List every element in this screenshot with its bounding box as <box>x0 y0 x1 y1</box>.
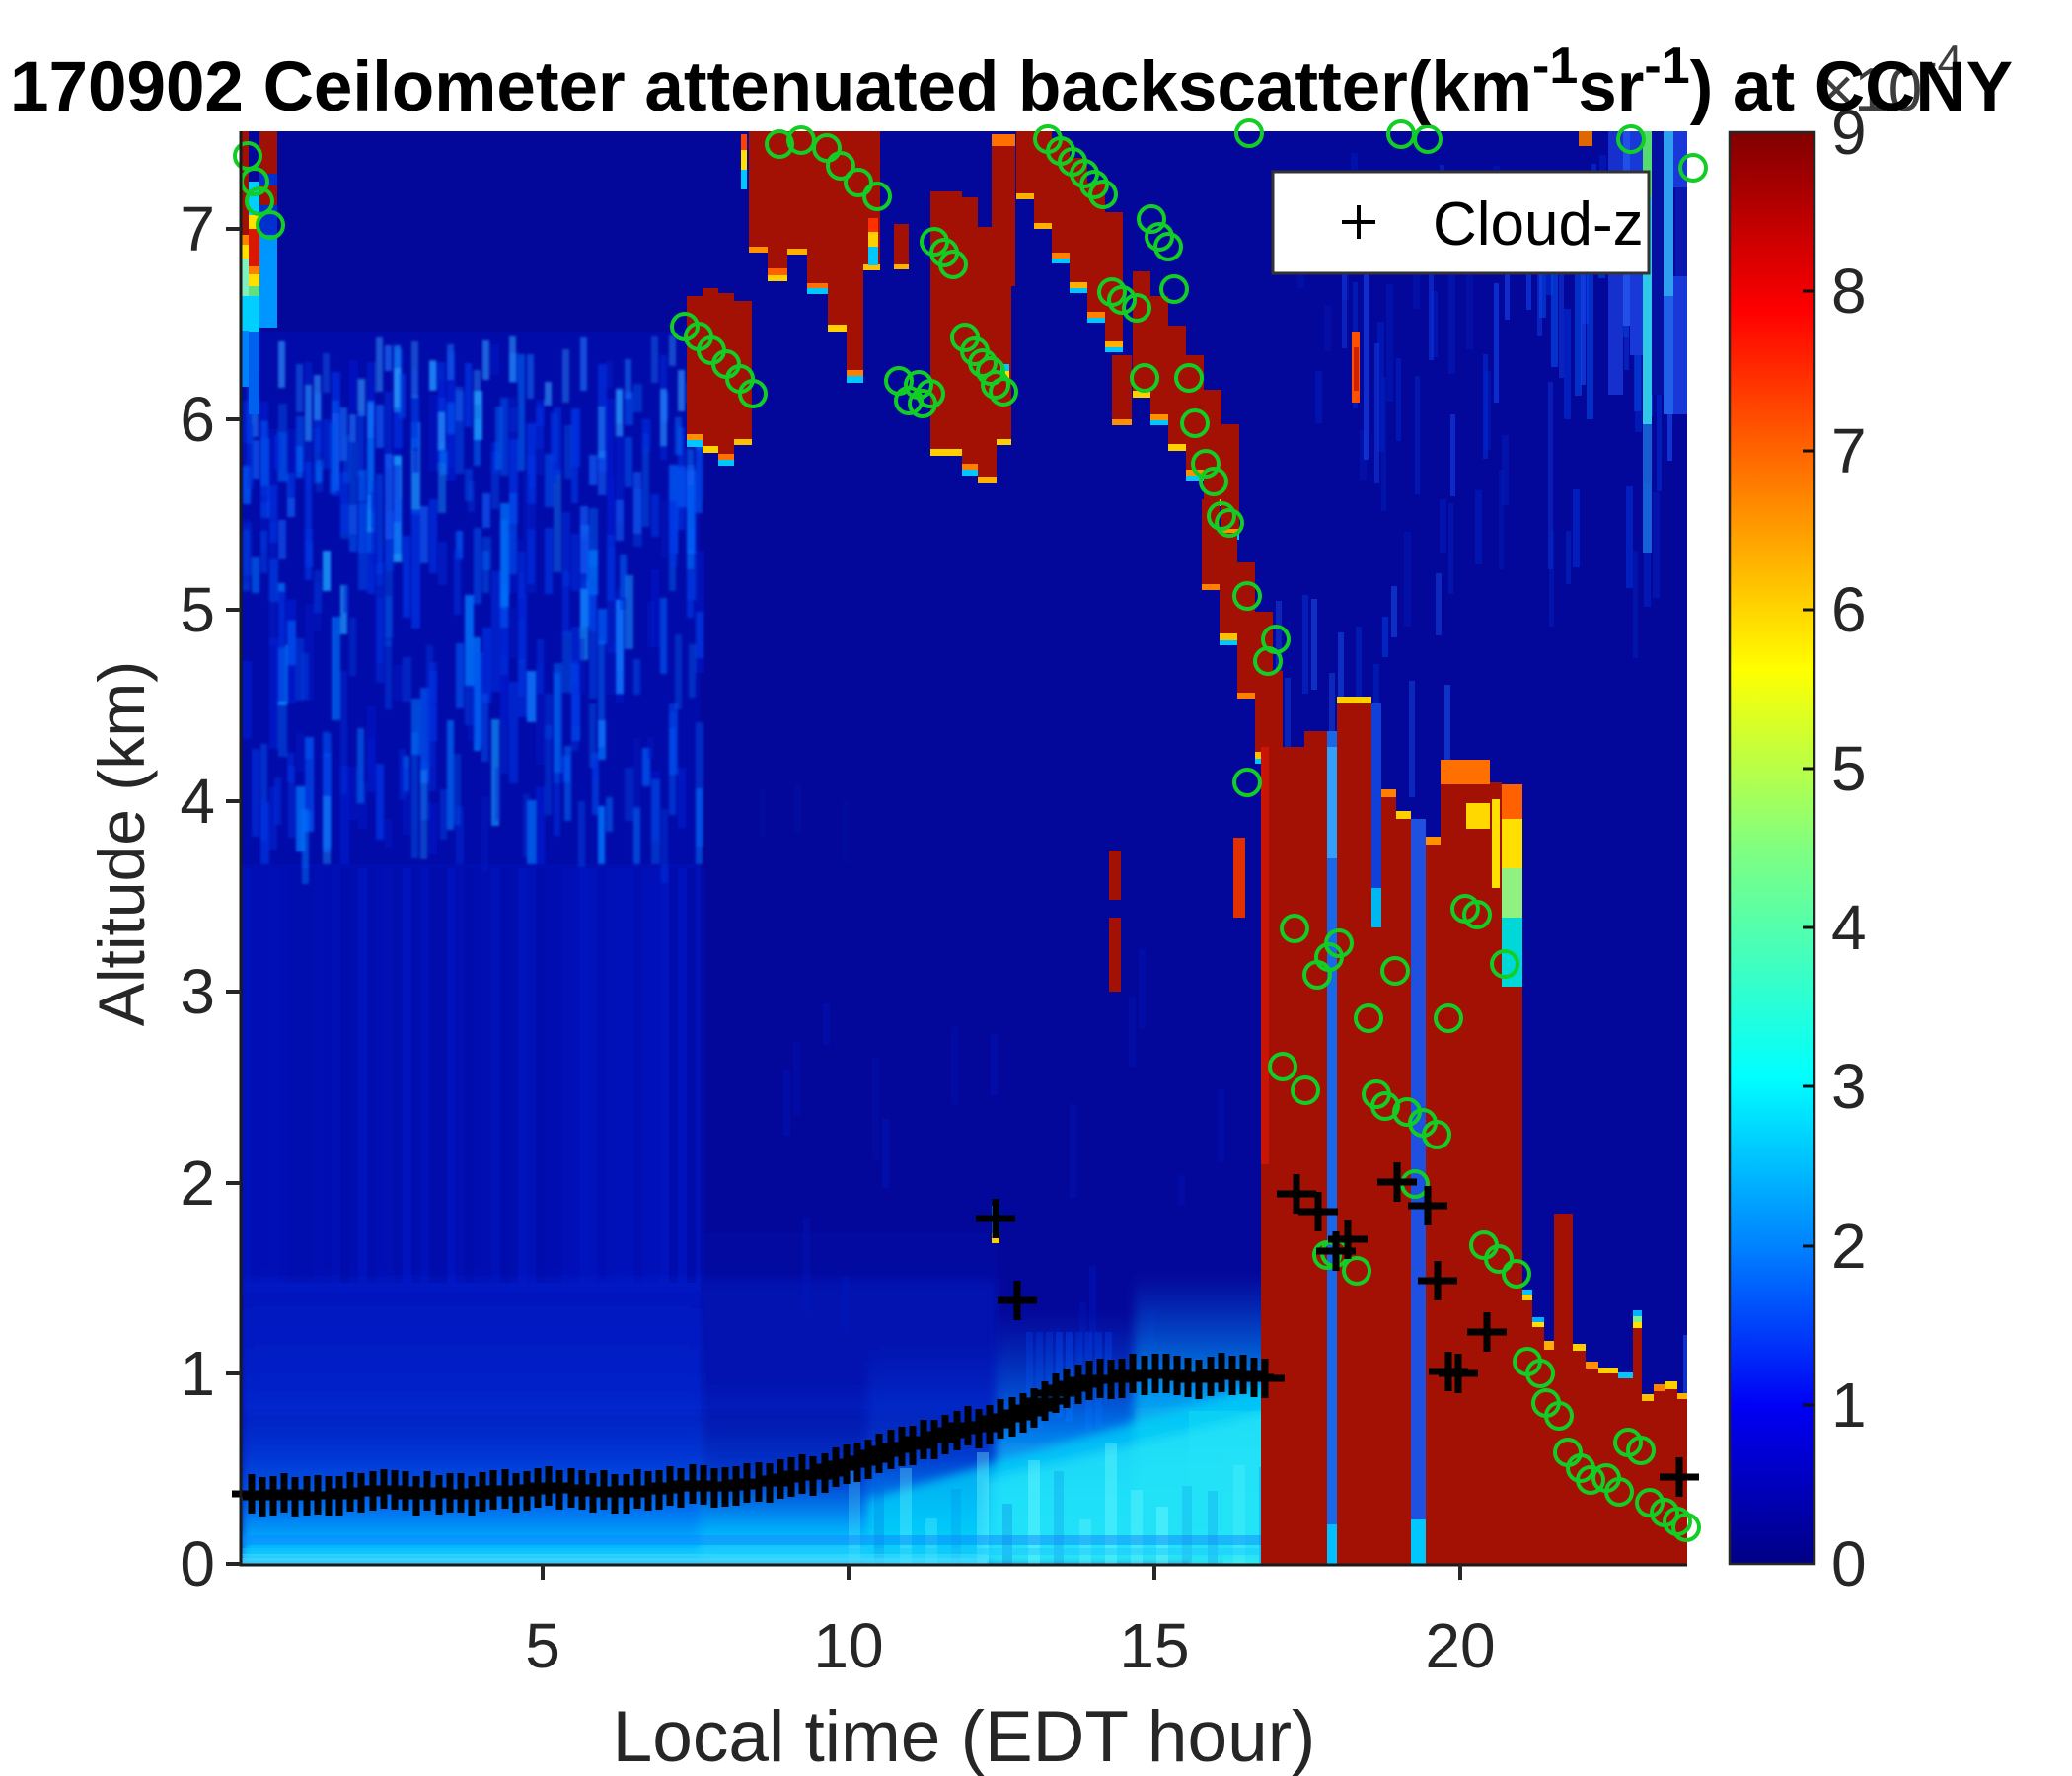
svg-text:3: 3 <box>1831 1051 1867 1122</box>
svg-text:7: 7 <box>180 193 215 264</box>
svg-text:1: 1 <box>1831 1369 1867 1441</box>
svg-text:5: 5 <box>1831 733 1867 804</box>
svg-text:170902 Ceilometer attenuated b: 170902 Ceilometer attenuated backscatter… <box>10 37 2013 126</box>
svg-text:20: 20 <box>1425 1610 1495 1681</box>
svg-text:Cloud-z: Cloud-z <box>1433 190 1644 259</box>
svg-text:2: 2 <box>1831 1211 1867 1282</box>
svg-text:4: 4 <box>180 766 215 837</box>
svg-text:5: 5 <box>525 1610 560 1681</box>
svg-text:7: 7 <box>1831 415 1867 486</box>
svg-text:0: 0 <box>1831 1528 1867 1599</box>
svg-text:10: 10 <box>813 1610 883 1681</box>
svg-text:3: 3 <box>180 956 215 1027</box>
svg-text:9: 9 <box>1831 97 1867 168</box>
svg-text:2: 2 <box>180 1147 215 1219</box>
svg-text:15: 15 <box>1119 1610 1189 1681</box>
svg-text:6: 6 <box>180 384 215 455</box>
svg-text:6: 6 <box>1831 574 1867 645</box>
svg-text:Local time (EDT hour): Local time (EDT hour) <box>613 1697 1316 1776</box>
svg-text:8: 8 <box>1831 256 1867 327</box>
svg-text:1: 1 <box>180 1338 215 1409</box>
svg-text:4: 4 <box>1831 892 1867 963</box>
svg-text:0: 0 <box>180 1528 215 1599</box>
svg-text:Altitude (km): Altitude (km) <box>85 661 158 1026</box>
svg-text:5: 5 <box>180 574 215 645</box>
